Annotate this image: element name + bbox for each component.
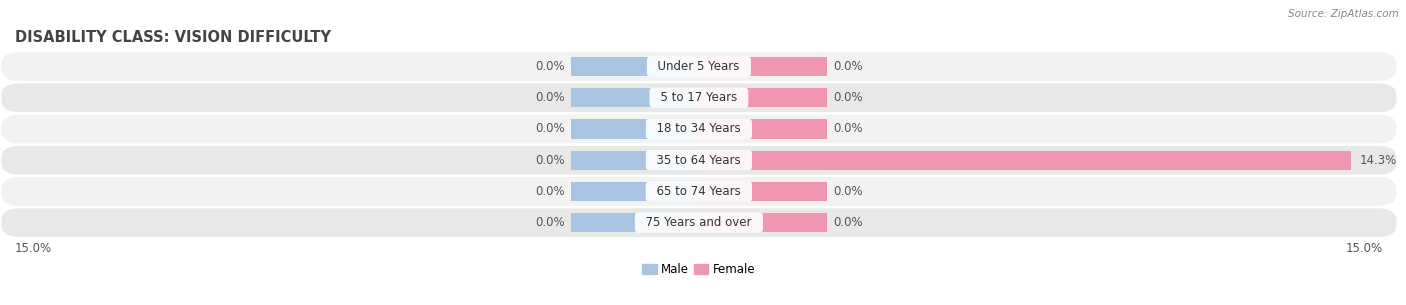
Text: 0.0%: 0.0%	[534, 123, 564, 135]
Text: 0.0%: 0.0%	[534, 60, 564, 73]
Text: 0.0%: 0.0%	[534, 185, 564, 198]
FancyBboxPatch shape	[1, 83, 1396, 112]
Bar	[571, 213, 699, 232]
Text: 18 to 34 Years: 18 to 34 Years	[650, 123, 748, 135]
Bar	[571, 119, 699, 139]
Text: 35 to 64 Years: 35 to 64 Years	[650, 154, 748, 167]
Text: 65 to 74 Years: 65 to 74 Years	[650, 185, 748, 198]
FancyBboxPatch shape	[1, 115, 1396, 143]
Text: 0.0%: 0.0%	[534, 91, 564, 104]
Text: Under 5 Years: Under 5 Years	[651, 60, 748, 73]
Bar	[699, 182, 827, 201]
Text: Source: ZipAtlas.com: Source: ZipAtlas.com	[1288, 9, 1399, 19]
Bar	[571, 88, 699, 107]
Text: 0.0%: 0.0%	[834, 60, 863, 73]
FancyBboxPatch shape	[1, 177, 1396, 206]
FancyBboxPatch shape	[1, 146, 1396, 174]
Text: 0.0%: 0.0%	[534, 216, 564, 229]
Text: 0.0%: 0.0%	[834, 91, 863, 104]
Bar	[699, 150, 1351, 170]
Text: 0.0%: 0.0%	[834, 185, 863, 198]
Bar	[699, 119, 827, 139]
Text: DISABILITY CLASS: VISION DIFFICULTY: DISABILITY CLASS: VISION DIFFICULTY	[15, 30, 330, 45]
Text: 75 Years and over: 75 Years and over	[638, 216, 759, 229]
FancyBboxPatch shape	[1, 52, 1396, 81]
Text: 14.3%: 14.3%	[1360, 154, 1398, 167]
Bar	[699, 57, 827, 76]
Bar	[699, 88, 827, 107]
Text: 15.0%: 15.0%	[15, 242, 52, 255]
Bar	[571, 57, 699, 76]
Text: 15.0%: 15.0%	[1346, 242, 1382, 255]
Bar	[571, 182, 699, 201]
Text: 0.0%: 0.0%	[834, 123, 863, 135]
Bar	[699, 213, 827, 232]
Text: 0.0%: 0.0%	[834, 216, 863, 229]
Bar	[571, 150, 699, 170]
FancyBboxPatch shape	[1, 208, 1396, 237]
Legend: Male, Female: Male, Female	[643, 263, 755, 276]
Text: 0.0%: 0.0%	[534, 154, 564, 167]
Text: 5 to 17 Years: 5 to 17 Years	[652, 91, 745, 104]
